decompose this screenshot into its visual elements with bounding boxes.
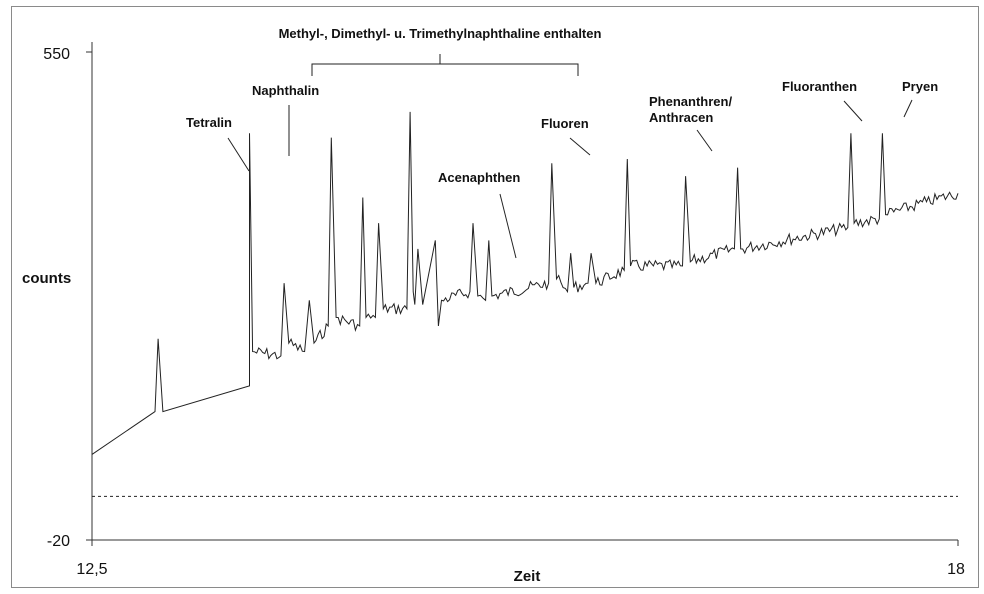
annotations: Methyl-, Dimethyl- u. Trimethylnaphthali… — [186, 26, 938, 259]
annotation-group-bracket — [311, 54, 579, 76]
x-tick-label-right: 18 — [947, 561, 965, 578]
annotation-anthracen: Anthracen — [649, 110, 713, 125]
annotation-fluoren-leader — [569, 137, 591, 156]
x-axis-label: Zeit — [514, 568, 541, 585]
annotation-fluoranthen: Fluoranthen — [782, 79, 857, 94]
annotation-group-label: Methyl-, Dimethyl- u. Trimethylnaphthali… — [279, 26, 602, 41]
annotation-tetralin: Tetralin — [186, 115, 232, 130]
y-tick-label-top: 550 — [43, 46, 70, 63]
annotation-pryen-leader — [903, 99, 913, 118]
annotation-acenaphthen-leader — [499, 193, 517, 259]
annotation-acenaphthen: Acenaphthen — [438, 170, 520, 185]
annotation-phenanthren-leader — [696, 129, 713, 152]
annotation-phenanthren: Phenanthren/ — [649, 94, 732, 109]
x-tick-label-left: 12,5 — [76, 561, 107, 578]
annotation-naphthalin: Naphthalin — [252, 83, 319, 98]
y-tick-label-bottom: -20 — [47, 533, 70, 550]
annotation-fluoranthen-leader — [843, 100, 863, 122]
annotation-fluoren: Fluoren — [541, 116, 589, 131]
y-axis-label: counts — [22, 270, 71, 287]
chromatogram-trace — [91, 111, 959, 455]
chart-frame — [11, 6, 979, 588]
annotation-tetralin-leader — [227, 137, 250, 172]
annotation-pryen: Pryen — [902, 79, 938, 94]
